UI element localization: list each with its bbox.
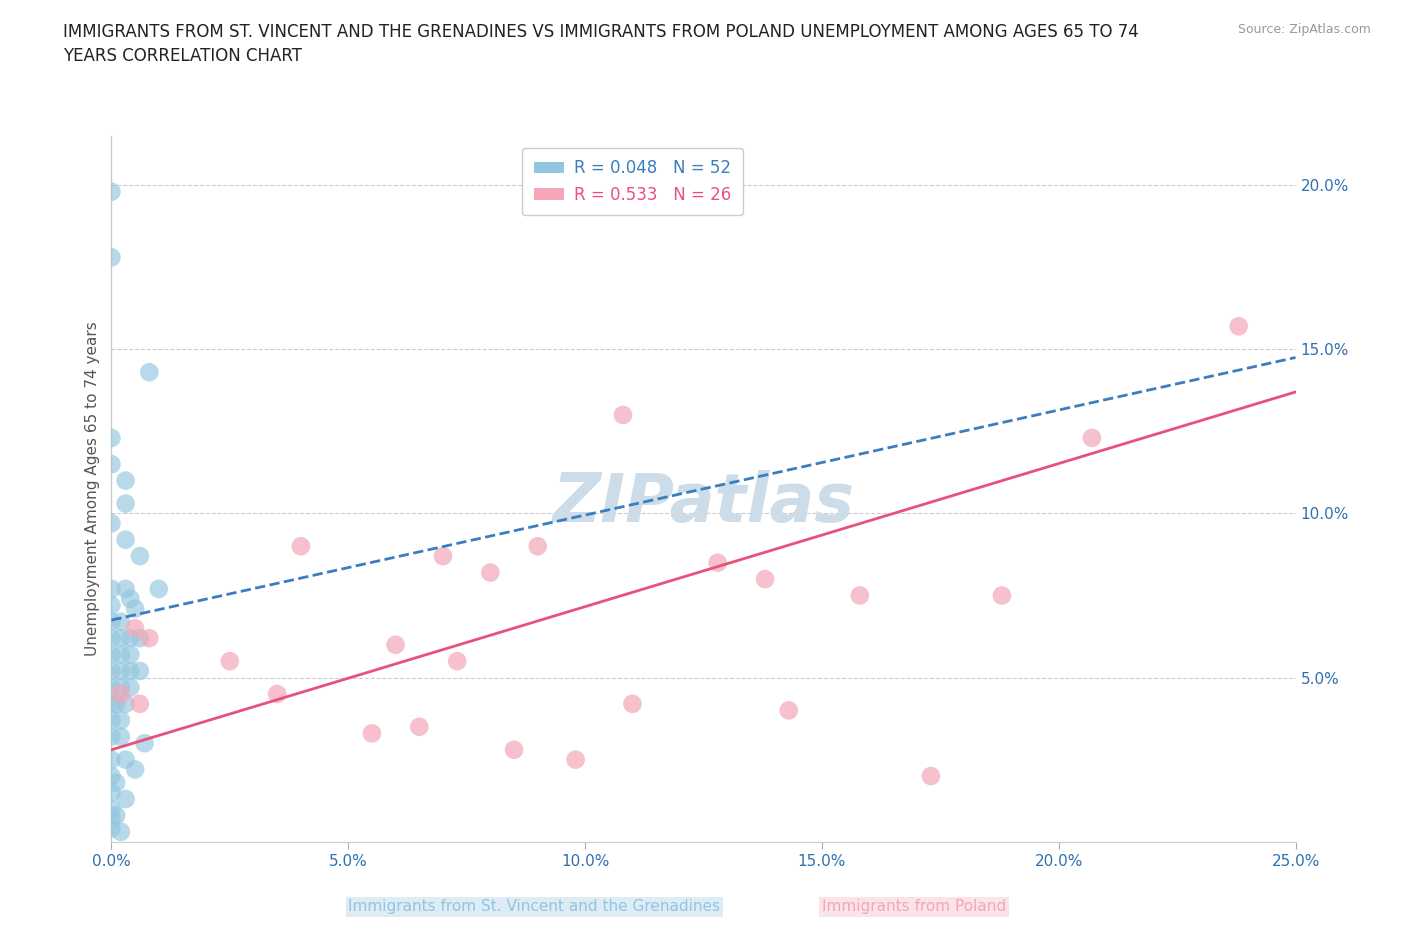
Point [621,697,644,711]
Point [612,407,634,422]
Point [526,538,548,553]
Point [100,768,122,783]
Point [706,555,728,570]
Legend: R = 0.048   N = 52, R = 0.533   N = 26: R = 0.048 N = 52, R = 0.533 N = 26 [522,148,742,216]
Point [100,821,122,836]
Point [105,776,128,790]
Point [114,791,136,806]
Point [849,588,872,603]
Point [120,631,142,645]
Point [114,473,136,488]
Point [384,637,406,652]
Point [1227,319,1250,334]
Point [110,729,132,744]
Point [100,431,122,445]
Point [100,680,122,695]
Point [290,538,312,553]
Text: Source: ZipAtlas.com: Source: ZipAtlas.com [1237,23,1371,36]
Point [114,697,136,711]
Point [110,712,132,727]
Point [100,250,122,265]
Point [778,703,800,718]
Point [100,697,122,711]
Point [361,726,384,741]
Point [128,697,150,711]
Point [128,631,150,645]
Point [100,184,122,199]
Text: Immigrants from St. Vincent and the Grenadines: Immigrants from St. Vincent and the Gren… [349,899,720,914]
Point [920,768,942,783]
Point [100,752,122,767]
Point [100,785,122,800]
Point [120,680,142,695]
Point [446,654,468,669]
Point [1081,431,1104,445]
Point [100,802,122,817]
Point [408,720,430,735]
Point [110,663,132,678]
Point [100,811,122,826]
Point [100,615,122,630]
Point [124,621,146,636]
Point [100,516,122,531]
Point [100,457,122,472]
Point [432,549,454,564]
Point [110,680,132,695]
Point [134,736,156,751]
Point [100,631,122,645]
Text: ZIPatlas: ZIPatlas [553,470,855,536]
Point [124,762,146,777]
Point [114,752,136,767]
Point [105,697,128,711]
Point [100,712,122,727]
Point [100,647,122,662]
Point [110,631,132,645]
Point [479,565,502,580]
Point [266,686,288,701]
Point [110,647,132,662]
Point [128,549,150,564]
Point [128,663,150,678]
Point [100,663,122,678]
Point [218,654,240,669]
Point [110,686,132,701]
Point [114,581,136,596]
Point [110,824,132,839]
Y-axis label: Unemployment Among Ages 65 to 74 years: Unemployment Among Ages 65 to 74 years [86,322,100,657]
Point [100,581,122,596]
Point [105,808,128,823]
Point [124,601,146,616]
Point [120,591,142,606]
Point [138,631,160,645]
Point [100,729,122,744]
Point [114,496,136,511]
Point [991,588,1014,603]
Point [110,615,132,630]
Point [148,581,170,596]
Point [564,752,586,767]
Text: IMMIGRANTS FROM ST. VINCENT AND THE GRENADINES VS IMMIGRANTS FROM POLAND UNEMPLO: IMMIGRANTS FROM ST. VINCENT AND THE GREN… [63,23,1139,65]
Text: Immigrants from Poland: Immigrants from Poland [823,899,1005,914]
Point [138,365,160,379]
Point [120,663,142,678]
Point [754,572,776,587]
Point [120,647,142,662]
Point [100,598,122,613]
Point [114,532,136,547]
Point [503,742,526,757]
